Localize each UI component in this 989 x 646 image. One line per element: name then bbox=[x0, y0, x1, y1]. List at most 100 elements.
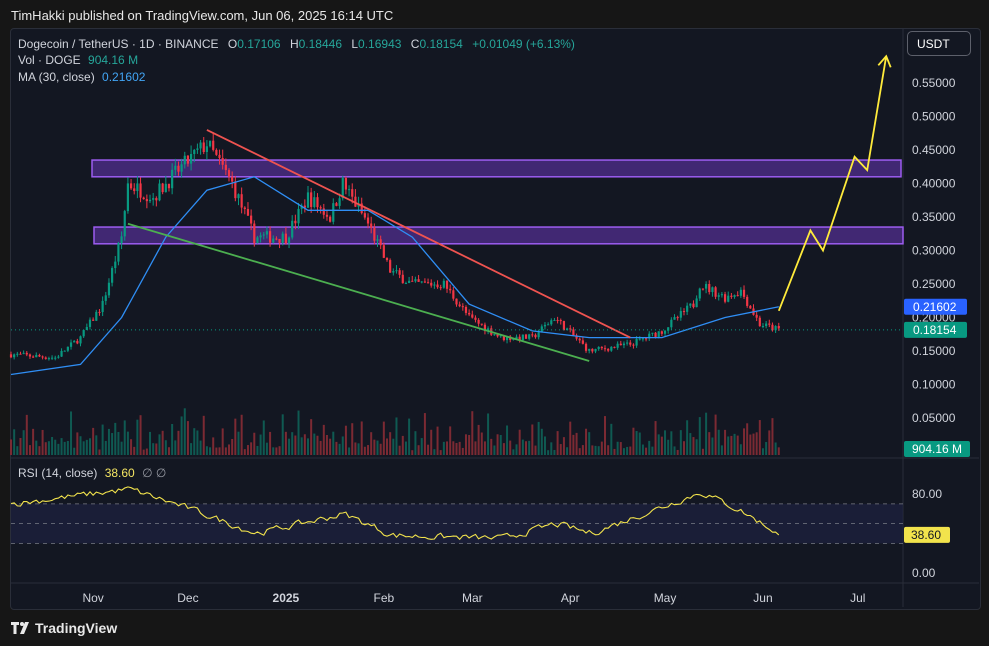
candle-body bbox=[174, 165, 177, 170]
rsi-badge-label: 38.60 bbox=[911, 528, 941, 542]
candle-body bbox=[524, 334, 528, 339]
volume-bar bbox=[215, 447, 218, 455]
volume-bar bbox=[348, 447, 351, 455]
candle-body bbox=[723, 294, 727, 302]
volume-bar bbox=[442, 441, 445, 455]
candle-body bbox=[319, 207, 322, 209]
volume-bar bbox=[294, 435, 297, 455]
candle-body bbox=[565, 328, 569, 331]
volume-label[interactable]: Vol · DOGE bbox=[18, 53, 81, 67]
candle-body bbox=[167, 183, 171, 189]
volume-bar bbox=[404, 441, 407, 455]
candle-body bbox=[186, 155, 190, 164]
rsi-label[interactable]: RSI (14, close) bbox=[18, 466, 98, 480]
volume-bar bbox=[281, 414, 284, 455]
candle-body bbox=[123, 211, 126, 237]
candle-body bbox=[50, 357, 54, 359]
price-tick-label: 0.05000 bbox=[912, 411, 956, 425]
volume-bar bbox=[79, 436, 82, 455]
candle-body bbox=[578, 338, 581, 341]
volume-bar bbox=[85, 439, 88, 455]
price-tick-label: 0.25000 bbox=[912, 277, 956, 291]
candle-body bbox=[250, 215, 253, 224]
candle-body bbox=[332, 203, 335, 222]
candle-body bbox=[746, 296, 749, 306]
volume-bar bbox=[256, 445, 259, 455]
symbol-name[interactable]: Dogecoin / TetherUS · 1D · BINANCE bbox=[18, 37, 219, 51]
candle-body bbox=[777, 326, 780, 329]
candle-body bbox=[306, 192, 310, 208]
volume-bar bbox=[525, 441, 528, 455]
candle-body bbox=[648, 333, 651, 339]
candle-body bbox=[322, 208, 325, 215]
candle-body bbox=[284, 233, 287, 244]
symbol-legend: Dogecoin / TetherUS · 1D · BINANCE O0.17… bbox=[18, 37, 575, 51]
candle-body bbox=[38, 354, 41, 357]
volume-bar bbox=[202, 415, 205, 455]
time-axis-label: Feb bbox=[373, 591, 394, 605]
candle-body bbox=[189, 153, 193, 164]
candle-body bbox=[22, 352, 25, 354]
volume-bar bbox=[344, 425, 347, 455]
volume-bar bbox=[537, 421, 540, 455]
volume-bar bbox=[307, 438, 309, 455]
volume-bar bbox=[629, 446, 632, 455]
volume-bar bbox=[130, 439, 133, 455]
candle-body bbox=[344, 178, 348, 190]
candle-body bbox=[641, 338, 645, 340]
volume-bar bbox=[183, 408, 186, 455]
volume-bar bbox=[641, 444, 644, 455]
volume-bar bbox=[408, 418, 411, 455]
volume-bar bbox=[436, 426, 439, 455]
volume-bar bbox=[686, 420, 689, 455]
candle-body bbox=[600, 346, 603, 349]
volume-bar bbox=[604, 416, 606, 455]
volume-bar bbox=[41, 429, 44, 455]
volume-bar bbox=[446, 441, 449, 455]
candle-body bbox=[708, 284, 711, 293]
volume-bar bbox=[562, 437, 565, 455]
volume-bar bbox=[265, 442, 268, 455]
candle-body bbox=[543, 324, 547, 327]
volume-bar bbox=[594, 445, 597, 455]
volume-bar bbox=[104, 440, 107, 455]
candle-body bbox=[389, 260, 392, 273]
candle-body bbox=[171, 169, 174, 189]
volume-bar bbox=[496, 434, 499, 455]
candle-body bbox=[613, 346, 616, 348]
candle-body bbox=[588, 348, 591, 351]
volume-bar bbox=[158, 434, 161, 455]
projection-arrowhead bbox=[877, 54, 892, 68]
tradingview-footer[interactable]: TradingView bbox=[11, 620, 117, 637]
volume-bar bbox=[22, 430, 25, 455]
volume-bar bbox=[174, 440, 177, 455]
candle-body bbox=[231, 176, 234, 182]
volume-bar bbox=[259, 434, 262, 455]
volume-bar bbox=[196, 430, 199, 455]
candle-body bbox=[63, 350, 66, 352]
candle-body bbox=[246, 209, 250, 216]
candle-body bbox=[379, 239, 382, 246]
rsi-legend: RSI (14, close) 38.60 ∅ ∅ bbox=[18, 466, 166, 480]
volume-bar bbox=[278, 446, 281, 455]
currency-button[interactable]: USDT bbox=[907, 31, 971, 56]
candle-body bbox=[104, 295, 107, 301]
candle-body bbox=[749, 305, 752, 309]
ma-label[interactable]: MA (30, close) bbox=[18, 70, 95, 84]
candle-body bbox=[297, 208, 300, 224]
volume-bar bbox=[10, 439, 12, 455]
candle-body bbox=[111, 268, 114, 283]
volume-bar bbox=[272, 447, 275, 455]
candle-body bbox=[268, 231, 272, 243]
candle-body bbox=[155, 198, 158, 201]
candle-body bbox=[41, 356, 44, 358]
price-tick-label: 0.40000 bbox=[912, 177, 956, 191]
volume-bar bbox=[107, 428, 110, 455]
candle-body bbox=[57, 356, 60, 358]
candle-body bbox=[294, 220, 297, 224]
volume-bar bbox=[619, 442, 622, 455]
candle-body bbox=[654, 332, 657, 337]
candle-body bbox=[66, 346, 69, 351]
candle-body bbox=[483, 324, 487, 332]
